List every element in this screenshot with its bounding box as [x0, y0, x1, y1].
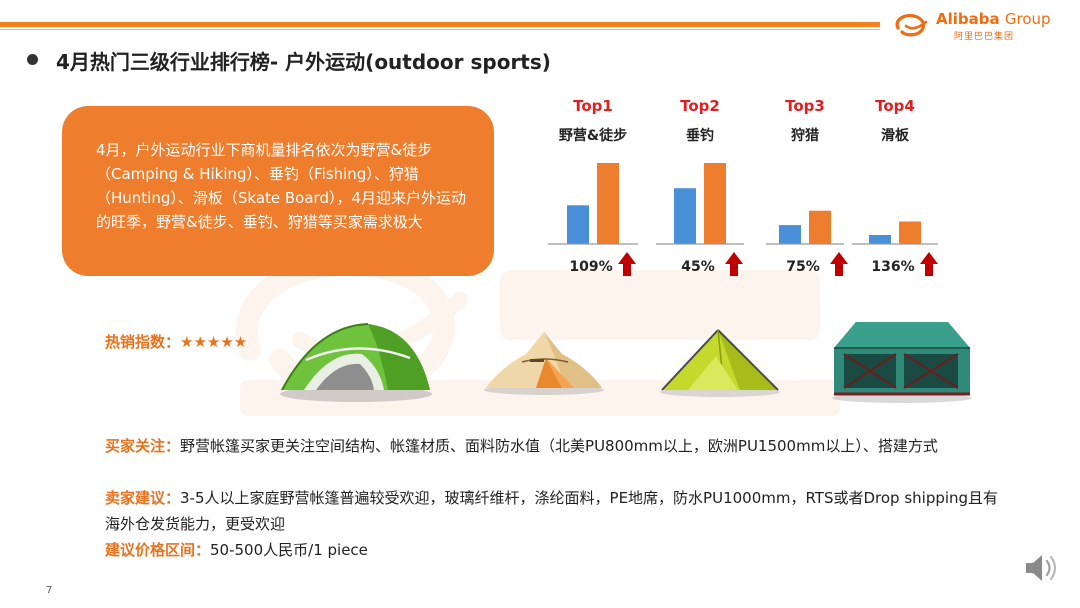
logo-chinese-name: 阿里巴巴集团 [954, 32, 1015, 42]
category-label: 滑板 [881, 127, 910, 144]
growth-label: 45% [681, 259, 715, 275]
hot-sales-label: 热销指数： [105, 333, 181, 351]
rank-label: Top2 [680, 97, 720, 115]
hot-sales-index: 热销指数：★★★★★ [105, 331, 247, 352]
rank-label: Top4 [875, 97, 915, 115]
dome-tent-icon [280, 323, 432, 402]
bar-current-period [809, 210, 831, 244]
buyer-focus: 买家关注：野营帐篷买家更关注空间结构、帐篷材质、面料防水值（北美PU800mm以… [105, 433, 1005, 459]
bar-prev-period [779, 225, 801, 244]
price-range-label: 建议价格区间： [105, 541, 211, 559]
growth-up-arrow-icon [725, 252, 743, 276]
bar-prev-period [674, 188, 696, 244]
seller-advice-label: 卖家建议： [105, 489, 181, 507]
bar-current-period [597, 163, 619, 244]
ranking-bar-chart: Top1 野营&徒步 109% Top2 垂钓 45% Top3 狩猎 75% Top4 滑板 136… [548, 97, 938, 276]
cabin-tent-icon [832, 322, 972, 403]
bar-current-period [899, 221, 921, 244]
category-label: 狩猎 [791, 127, 819, 144]
price-range-text: 50-500人民币/1 piece [210, 541, 368, 559]
growth-label: 109% [569, 259, 612, 275]
seller-advice: 卖家建议：3-5人以上家庭野营帐篷普遍较受欢迎，玻璃纤维杆，涤纶面料，PE地席，… [105, 485, 1005, 537]
page-number: 7 [46, 585, 53, 596]
buyer-focus-label: 买家关注： [105, 437, 181, 455]
growth-label: 75% [786, 259, 820, 275]
growth-up-arrow-icon [618, 252, 636, 276]
bar-prev-period [567, 205, 589, 244]
summary-text: 4月，户外运动行业下商机量排名依次为野营&徒步（Camping & Hiking… [96, 141, 467, 231]
summary-callout [62, 106, 494, 276]
page-title: 4月热门三级行业排行榜- 户外运动(outdoor sports) [56, 50, 551, 74]
price-range: 建议价格区间：50-500人民币/1 piece [105, 537, 1005, 563]
alibaba-smile-icon [895, 14, 928, 37]
bar-prev-period [869, 235, 891, 244]
header-accent-bar [0, 22, 880, 27]
growth-up-arrow-icon [830, 252, 848, 276]
bell-tent-icon [484, 332, 604, 395]
alibaba-group-logo: Alibaba Group 阿里巴巴集团 [892, 8, 1072, 44]
bar-current-period [704, 163, 726, 244]
title-bullet [27, 54, 38, 65]
header-accent-line [0, 29, 880, 30]
buyer-focus-text: 野营帐篷买家更关注空间结构、帐篷材质、面料防水值（北美PU800mm以上，欧洲P… [180, 437, 938, 455]
rank-label: Top1 [573, 97, 613, 115]
speaker-icon[interactable] [1022, 550, 1062, 586]
growth-label: 136% [871, 259, 914, 275]
hot-sales-stars: ★★★★★ [180, 333, 248, 351]
yellow-dome-tent-icon [660, 329, 780, 397]
rank-label: Top3 [785, 97, 825, 115]
category-label: 野营&徒步 [559, 127, 627, 144]
seller-advice-text: 3-5人以上家庭野营帐篷普遍较受欢迎，玻璃纤维杆，涤纶面料，PE地席，防水PU1… [105, 489, 999, 533]
logo-wordmark: Alibaba Group [936, 10, 1051, 28]
category-label: 垂钓 [686, 127, 714, 144]
growth-up-arrow-icon [920, 252, 938, 276]
